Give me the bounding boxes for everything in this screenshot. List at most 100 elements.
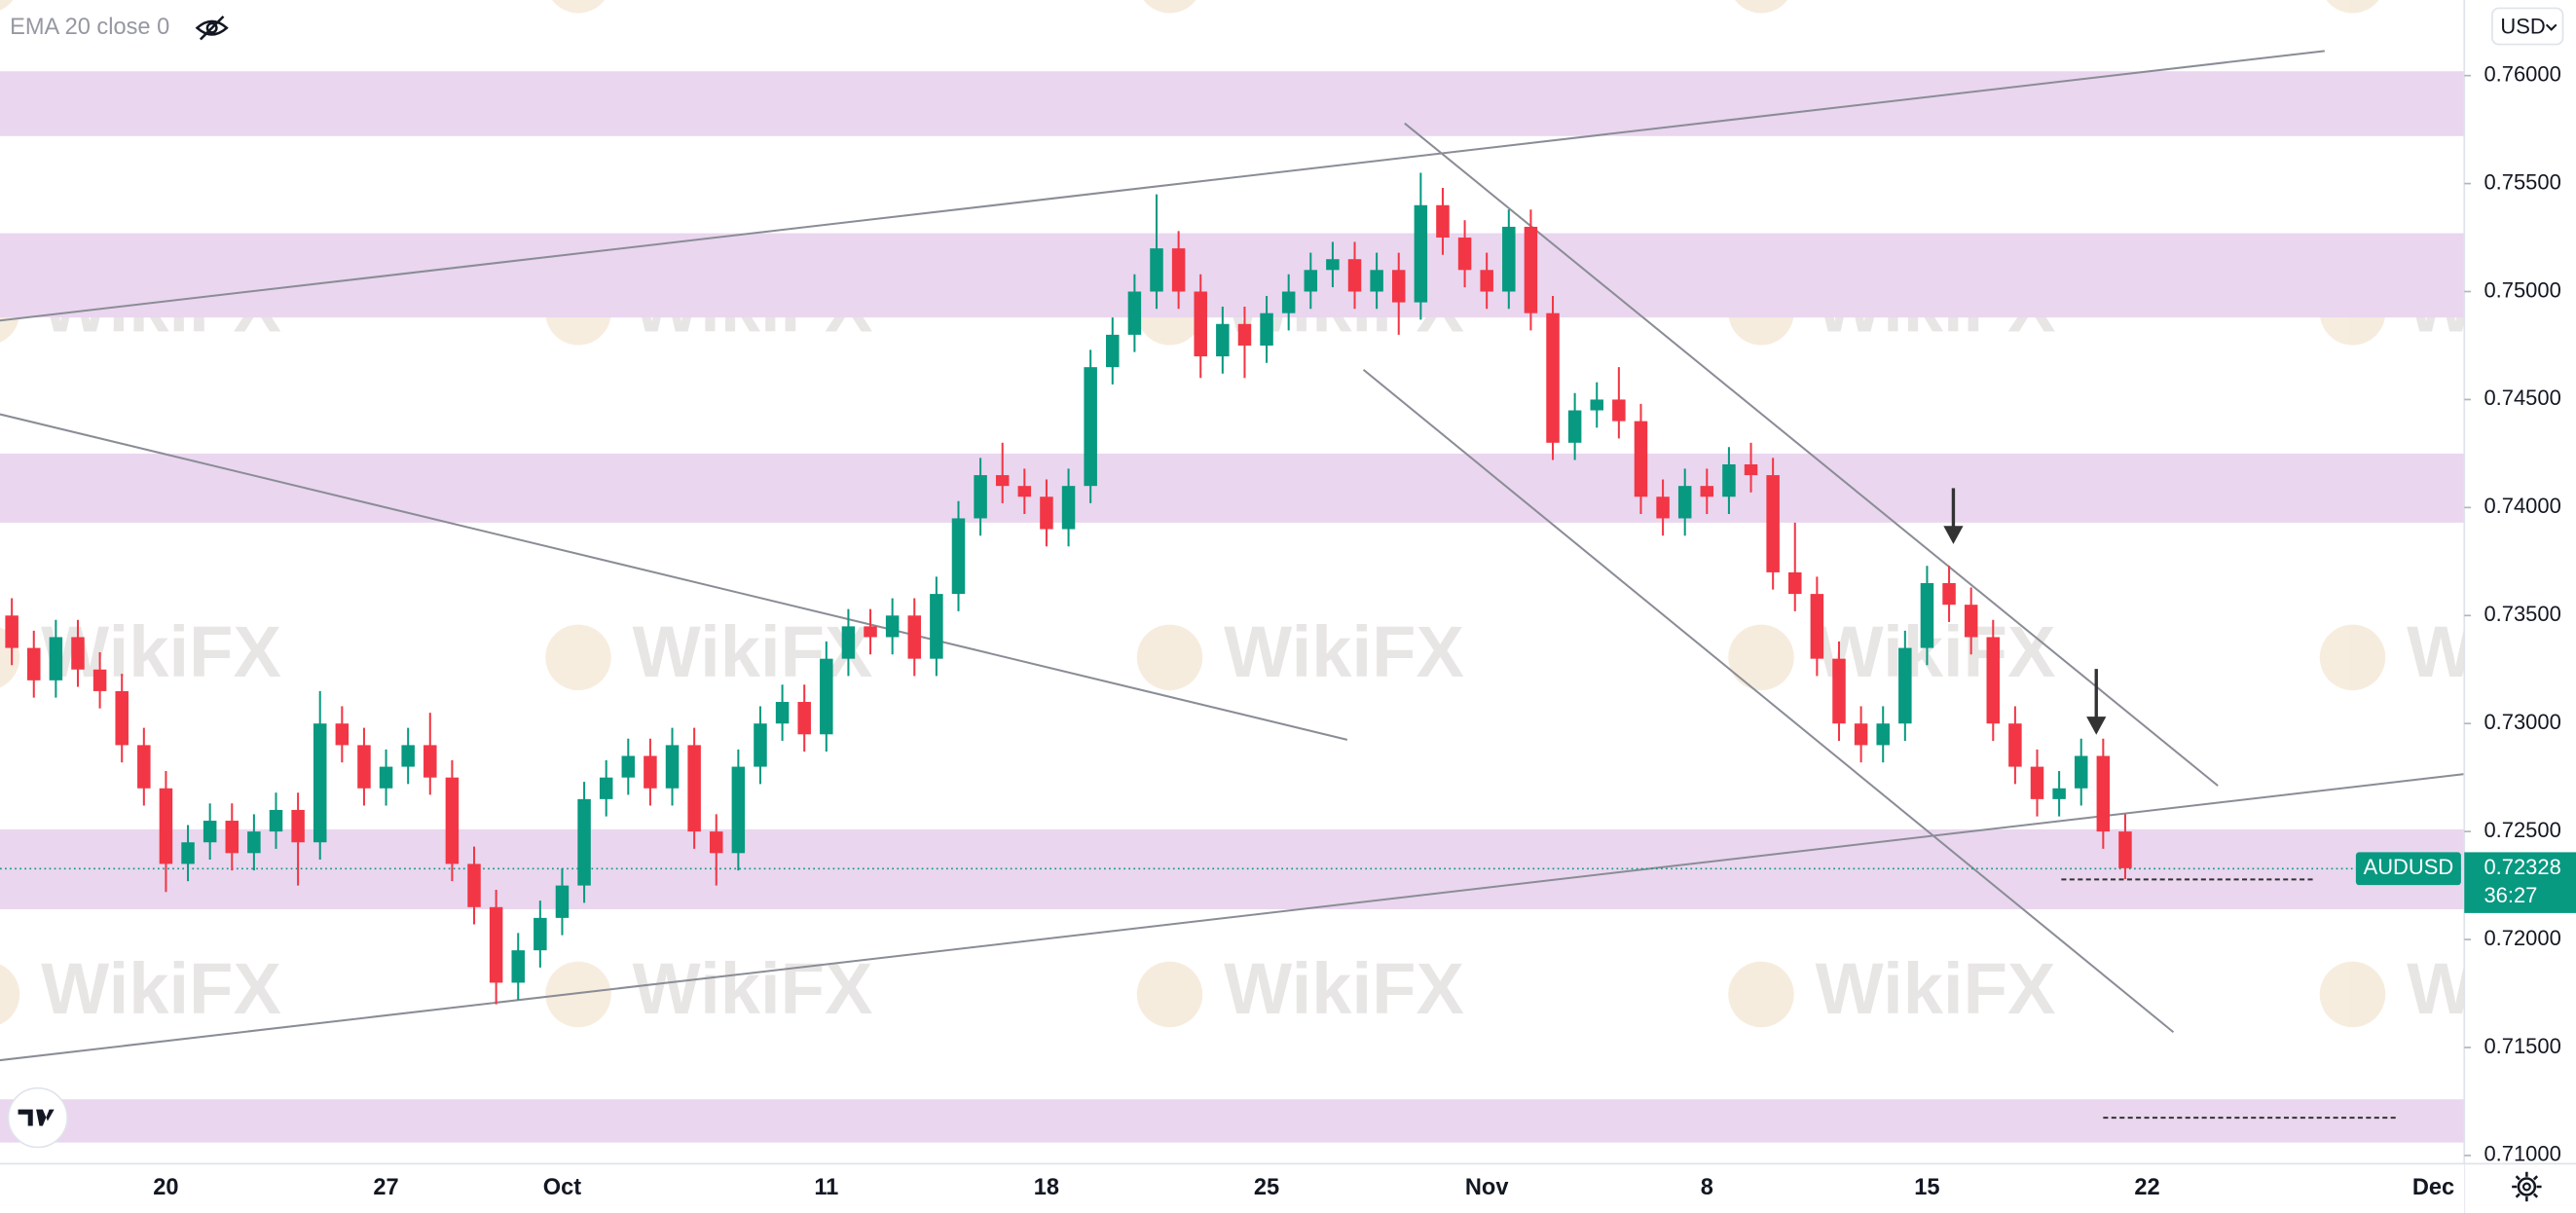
- price-label: 0.72328: [2484, 855, 2561, 879]
- candle-body: [379, 766, 393, 789]
- candle-body: [5, 615, 18, 648]
- logo-mark: [18, 1109, 55, 1126]
- candle-body: [1237, 323, 1252, 346]
- candle-body: [1567, 410, 1582, 443]
- candle-body: [1920, 583, 1934, 648]
- candle-body: [423, 745, 437, 778]
- candle-body: [1480, 270, 1493, 292]
- price-axis-panel: [2464, 0, 2576, 1213]
- x-tick-label: 20: [153, 1175, 178, 1200]
- watermark-logo: [1728, 961, 1794, 1028]
- overlay: 42027Oct111825Nov81522Dec0.710000.715000…: [153, 61, 2576, 1200]
- countdown-label: 36:27: [2484, 883, 2538, 907]
- candle-body: [335, 723, 350, 746]
- candle-body: [687, 745, 701, 832]
- candle-body: [974, 475, 987, 519]
- candle-body: [2118, 831, 2132, 868]
- candle-body: [357, 745, 371, 789]
- candle-body: [995, 475, 1010, 487]
- candle-body: [1084, 367, 1097, 487]
- currency-button[interactable]: [2491, 7, 2564, 46]
- candle-body: [1590, 399, 1603, 411]
- currency-label[interactable]: USD: [2500, 14, 2545, 38]
- candle-body: [27, 647, 41, 680]
- candle-body: [2008, 723, 2022, 767]
- y-tick-label: 0.75000: [2484, 277, 2561, 302]
- candle-body: [1391, 270, 1406, 303]
- candle-body: [49, 637, 63, 680]
- candle-body: [1260, 312, 1273, 346]
- watermark-text: WikiFX: [1816, 948, 2056, 1029]
- x-tick-label: 25: [1254, 1175, 1279, 1200]
- candle-body: [1854, 723, 1868, 746]
- trend-line: [1404, 122, 2219, 787]
- trend-line: [0, 773, 2465, 1062]
- candle-body: [445, 777, 460, 864]
- trend-line: [1362, 369, 2175, 1034]
- candle-body: [1150, 248, 1163, 292]
- gear-teeth: [2512, 1171, 2542, 1202]
- tv-logo[interactable]: [7, 1086, 69, 1149]
- watermark-text: WikiFX: [1816, 0, 2056, 15]
- symbol-label: AUDUSD: [2364, 855, 2454, 879]
- candle-body: [92, 669, 107, 691]
- candle-body: [225, 821, 239, 854]
- watermark: WikiFX: [0, 0, 281, 15]
- y-tick-label: 0.75500: [2484, 169, 2561, 194]
- watermark: WikiFX: [1136, 948, 1464, 1029]
- candle-body: [1017, 486, 1032, 497]
- candle-body: [401, 745, 415, 767]
- candle-body: [1106, 334, 1120, 368]
- candle-body: [599, 777, 613, 799]
- watermark: WikiFX: [0, 948, 281, 1029]
- candle-body: [1061, 486, 1076, 530]
- hide-icon[interactable]: [195, 15, 229, 41]
- x-tick-label: Nov: [1465, 1175, 1509, 1200]
- candle-body: [1722, 463, 1736, 497]
- x-tick-label: 27: [373, 1175, 398, 1200]
- gear-ring: [2517, 1177, 2537, 1196]
- y-tick-label: 0.72000: [2484, 926, 2561, 950]
- candle-body: [2074, 755, 2088, 789]
- settings-icon[interactable]: [2512, 1171, 2542, 1202]
- candle-body: [1942, 583, 1956, 606]
- candle-body: [489, 906, 503, 983]
- price-zone: [0, 1099, 2465, 1143]
- time-axis-panel: [0, 1163, 2465, 1213]
- watermark-logo: [1728, 624, 1794, 691]
- x-tick-label: Dec: [2412, 1175, 2454, 1200]
- price-zone: [0, 453, 2465, 523]
- candle-body: [1656, 496, 1670, 519]
- candle-body: [644, 755, 657, 789]
- watermark-text: WikiFX: [1224, 948, 1464, 1029]
- candle-body: [1612, 399, 1626, 422]
- watermark-logo: [0, 964, 20, 1025]
- candle-body: [1634, 421, 1648, 497]
- watermark-text: WikiFX: [1816, 611, 2056, 692]
- x-tick-label: Oct: [543, 1175, 582, 1200]
- watermark-logo: [545, 961, 611, 1028]
- watermark-logo: [2319, 624, 2386, 691]
- candle-body: [1876, 723, 1890, 746]
- watermark-text: WikiFX: [41, 0, 281, 15]
- watermark-logo: [1136, 624, 1203, 691]
- watermark-text: WikiFX: [633, 611, 873, 692]
- candle-body: [1744, 463, 1758, 476]
- y-tick-label: 0.73000: [2484, 710, 2561, 734]
- arrow: [2086, 669, 2107, 735]
- candle-body: [1040, 496, 1053, 530]
- watermark-logo: [552, 0, 605, 14]
- y-tick-label: 0.71000: [2484, 1142, 2561, 1166]
- arrow-head: [1943, 526, 1964, 544]
- y-tick-label: 0.72500: [2484, 818, 2561, 842]
- candle-body: [2052, 788, 2066, 799]
- candle-body: [555, 885, 570, 918]
- watermark-text: WikiFX: [1224, 0, 1464, 15]
- indicator-label[interactable]: EMA 20 close 0: [10, 15, 169, 40]
- candle-body: [202, 821, 217, 843]
- arrow: [1943, 488, 1964, 544]
- candle-body: [1898, 647, 1912, 724]
- watermark-logo: [2326, 0, 2379, 14]
